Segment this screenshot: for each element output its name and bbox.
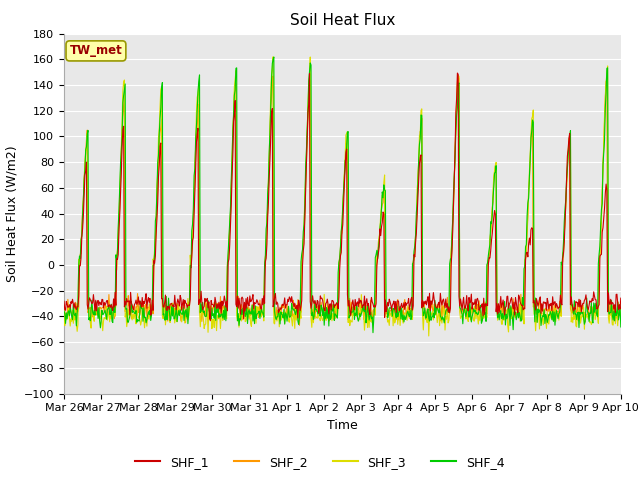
- Legend: SHF_1, SHF_2, SHF_3, SHF_4: SHF_1, SHF_2, SHF_3, SHF_4: [131, 451, 509, 474]
- Text: TW_met: TW_met: [70, 44, 122, 58]
- X-axis label: Time: Time: [327, 419, 358, 432]
- Y-axis label: Soil Heat Flux (W/m2): Soil Heat Flux (W/m2): [5, 145, 19, 282]
- Title: Soil Heat Flux: Soil Heat Flux: [290, 13, 395, 28]
